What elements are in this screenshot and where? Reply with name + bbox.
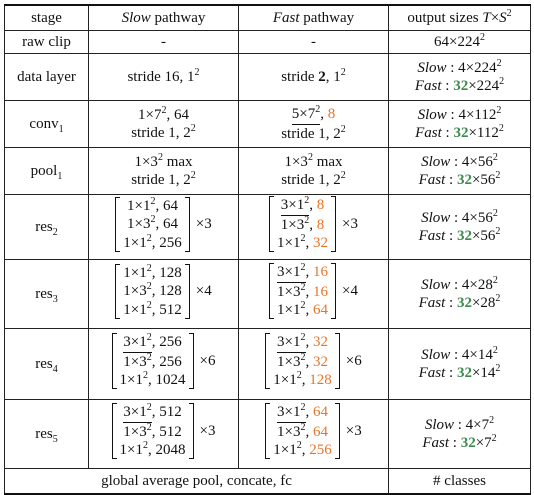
fast-cell: stride 2, 12 <box>238 53 389 101</box>
stage-cell: res4 <box>4 328 89 400</box>
slow-cell: 3×12, 512 1×32, 512 1×12, 2048 ×3 <box>88 399 239 469</box>
slowfast-architecture-table: stage Slow pathway Fast pathway output s… <box>4 4 531 495</box>
header-slow-suffix: pathway <box>154 9 206 26</box>
slow-cell: 1×72, 64 stride 1, 22 <box>88 100 239 148</box>
stage-cell: conv1 <box>4 100 89 148</box>
stage-cell: pool1 <box>4 147 89 195</box>
fast-cell: 3×12, 32 1×32, 32 1×12, 128 ×6 <box>238 328 389 400</box>
stage-cell: res5 <box>4 399 89 469</box>
output-cell: Slow : 4×562 Fast : 32×562 <box>388 194 531 260</box>
fast-cell: - <box>238 30 389 54</box>
slow-cell: 1×12, 128 1×32, 128 1×12, 512 ×4 <box>88 259 239 329</box>
output-cell: Slow : 4×2242 Fast : 32×2242 <box>388 53 531 101</box>
header-slow: Slow pathway <box>88 4 239 31</box>
header-stage: stage <box>4 4 89 31</box>
fast-cell: 5×72, 8 stride 1, 22 <box>238 100 389 148</box>
stage-cell: data layer <box>4 53 89 101</box>
slow-cell: 1×32 max stride 1, 22 <box>88 147 239 195</box>
output-cell: 64×2242 <box>388 30 531 54</box>
slow-cell: stride 16, 12 <box>88 53 239 101</box>
row-raw-clip: raw clip - - 64×2242 <box>4 30 531 54</box>
output-cell: Slow : 4×1122 Fast : 32×1122 <box>388 100 531 148</box>
header-slow-name: Slow <box>121 9 151 26</box>
stage-cell: raw clip <box>4 30 89 54</box>
table-page: stage Slow pathway Fast pathway output s… <box>4 4 531 495</box>
row-pool1: pool1 1×32 max stride 1, 22 1×32 max strid… <box>4 147 531 195</box>
output-cell: Slow : 4×142 Fast : 32×142 <box>388 328 531 400</box>
footer-right-cell: # classes <box>388 468 531 495</box>
fast-cell: 3×12, 64 1×32, 64 1×12, 256 ×3 <box>238 399 389 469</box>
header-row: stage Slow pathway Fast pathway output s… <box>4 4 531 31</box>
row-footer: global average pool, concate, fc # class… <box>4 468 531 495</box>
row-res2: res2 1×12, 64 1×32, 64 1×12, 256 ×3 3×12, 8… <box>4 194 531 260</box>
row-res4: res4 3×12, 256 1×32, 256 1×12, 1024 ×6 3×12… <box>4 328 531 400</box>
header-fast-name: Fast <box>272 9 300 26</box>
output-cell: Slow : 4×562 Fast : 32×562 <box>388 147 531 195</box>
footer-left-cell: global average pool, concate, fc <box>4 468 389 495</box>
stage-cell: res2 <box>4 194 89 260</box>
row-data-layer: data layer stride 16, 12 stride 2, 12 Sl… <box>4 53 531 101</box>
slow-cell: 3×12, 256 1×32, 256 1×12, 1024 ×6 <box>88 328 239 400</box>
header-fast: Fast pathway <box>238 4 389 31</box>
row-res3: res3 1×12, 128 1×32, 128 1×12, 512 ×4 3×12,… <box>4 259 531 329</box>
output-cell: Slow : 4×282 Fast : 32×282 <box>388 259 531 329</box>
fast-cell: 3×12, 8 1×32, 8 1×12, 32 ×3 <box>238 194 389 260</box>
fast-cell: 3×12, 16 1×32, 16 1×12, 64 ×4 <box>238 259 389 329</box>
slow-cell: 1×12, 64 1×32, 64 1×12, 256 ×3 <box>88 194 239 260</box>
row-res5: res5 3×12, 512 1×32, 512 1×12, 2048 ×3 3×12… <box>4 399 531 469</box>
row-conv1: conv1 1×72, 64 stride 1, 22 5×72, 8 stride… <box>4 100 531 148</box>
stage-cell: res3 <box>4 259 89 329</box>
header-output: output sizes T×S2 <box>388 4 531 31</box>
header-fast-suffix: pathway <box>303 9 355 26</box>
slow-cell: - <box>88 30 239 54</box>
fast-cell: 1×32 max stride 1, 22 <box>238 147 389 195</box>
output-cell: Slow : 4×72 Fast : 32×72 <box>388 399 531 469</box>
